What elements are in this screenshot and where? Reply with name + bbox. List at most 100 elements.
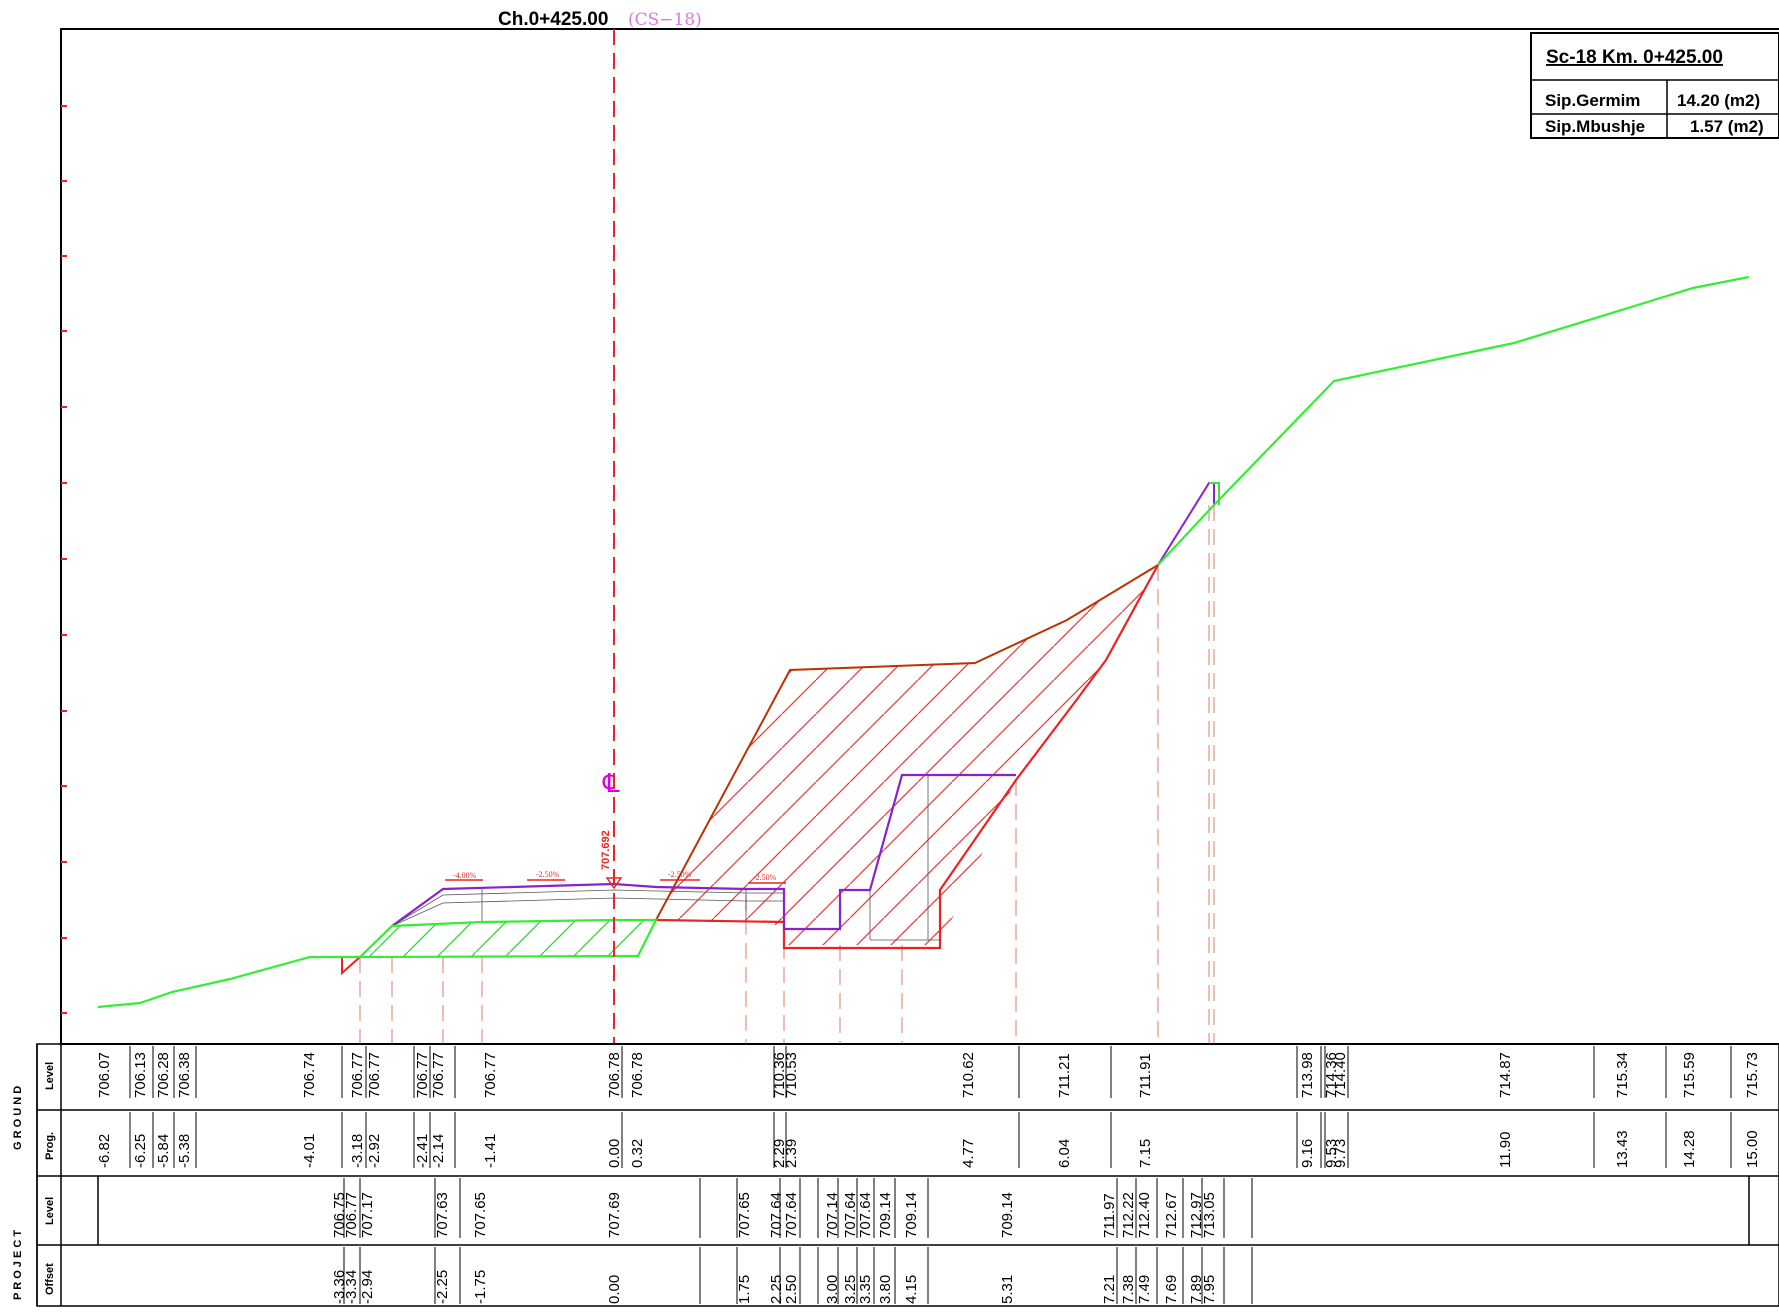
ground-prog-value: 2.29 bbox=[771, 1139, 788, 1168]
ground-prog-value: 9.53 bbox=[1323, 1139, 1340, 1168]
summary-row-value: 14.20 (m2) bbox=[1677, 91, 1760, 110]
project-offset-value: 2.50 bbox=[783, 1275, 800, 1304]
ground-level-value: 706.77 bbox=[349, 1052, 366, 1098]
centerline-symbol: ℄ bbox=[602, 769, 620, 799]
band-title-ground: G R O U N D bbox=[12, 1086, 24, 1150]
project-level-value: 712.97 bbox=[1188, 1192, 1205, 1238]
ground-prog-value: -3.18 bbox=[349, 1134, 366, 1168]
ground-prog-value: 14.28 bbox=[1681, 1130, 1698, 1168]
project-offset-value: 3.80 bbox=[877, 1275, 894, 1304]
summary-row-value: 1.57 (m2) bbox=[1690, 117, 1764, 136]
band-row-prog: Prog. bbox=[44, 1132, 56, 1160]
design-profile-right bbox=[1157, 482, 1215, 566]
ground-line-spike bbox=[1209, 482, 1220, 505]
ground-prog-value: 2.39 bbox=[783, 1139, 800, 1168]
existing-slope-line bbox=[655, 564, 1159, 921]
project-level-value: 709.14 bbox=[999, 1192, 1016, 1238]
band-grid bbox=[36, 1043, 1779, 1307]
ground-level-value: 714.36 bbox=[1323, 1052, 1340, 1098]
ground-prog-value: -2.14 bbox=[430, 1134, 447, 1168]
ground-prog-value: -2.92 bbox=[366, 1134, 383, 1168]
ground-prog-value: 0.32 bbox=[629, 1139, 646, 1168]
project-level-value: 712.67 bbox=[1163, 1192, 1180, 1238]
project-offset-values: -3.36-3.34 -2.94 -2.25 -1.75 0.00 1.75 2.252.5… bbox=[331, 1247, 1253, 1304]
ground-prog-value: -2.41 bbox=[414, 1134, 431, 1168]
ground-level-value: 714.87 bbox=[1497, 1052, 1514, 1098]
slope-label: -2.50% bbox=[668, 870, 692, 879]
ground-level-value: 706.74 bbox=[301, 1052, 318, 1098]
project-offset-value: 7.95 bbox=[1201, 1275, 1218, 1304]
excavation-area bbox=[656, 565, 1158, 945]
slope-markers: -4.00% -2.50% -2.50% -2.50% bbox=[445, 870, 786, 884]
project-level-value: 707.64 bbox=[857, 1192, 874, 1238]
project-offset-value: 7.89 bbox=[1188, 1275, 1205, 1304]
project-offset-value: 7.38 bbox=[1120, 1275, 1137, 1304]
ground-level-value: 711.21 bbox=[1056, 1053, 1073, 1098]
ground-level-value: 706.28 bbox=[155, 1052, 172, 1098]
ground-prog-value: -1.41 bbox=[482, 1134, 499, 1168]
fill-area bbox=[360, 920, 656, 957]
ground-level-value: 715.59 bbox=[1681, 1052, 1698, 1098]
ground-level-value: 710.53 bbox=[783, 1052, 800, 1098]
project-level-value: 711.97 bbox=[1101, 1193, 1118, 1238]
project-offset-value: -2.25 bbox=[434, 1270, 451, 1304]
ground-level-value: 706.38 bbox=[176, 1052, 193, 1098]
project-offset-value: -3.36 bbox=[331, 1270, 348, 1304]
ground-line bbox=[97, 918, 658, 1009]
ground-level-value: 715.34 bbox=[1614, 1052, 1631, 1098]
ground-prog-value: 9.73 bbox=[1332, 1139, 1349, 1168]
ground-level-value: 706.77 bbox=[430, 1052, 447, 1098]
slope-label: -2.50% bbox=[536, 870, 560, 879]
ground-prog-value: 15.00 bbox=[1744, 1130, 1761, 1168]
excavation-wedge bbox=[341, 956, 363, 976]
summary-table: Sc-18 Km. 0+425.00 Sip.Germim 14.20 (m2)… bbox=[1530, 32, 1779, 139]
chainage-label: Ch.0+425.00 bbox=[498, 9, 608, 30]
band-title-project: P R O J E C T bbox=[12, 1230, 24, 1300]
project-level-value: 713.05 bbox=[1201, 1192, 1218, 1238]
section-ref-label: (CS−18) bbox=[628, 10, 702, 30]
ground-prog-value: 11.90 bbox=[1497, 1132, 1514, 1168]
band-row-offset: Offset bbox=[44, 1263, 56, 1295]
project-offset-value: 1.75 bbox=[736, 1275, 753, 1304]
slope-label: -2.50% bbox=[753, 873, 777, 882]
project-offset-value: 2.25 bbox=[768, 1275, 785, 1304]
project-level-value: 707.69 bbox=[606, 1192, 623, 1238]
summary-title: Sc-18 Km. 0+425.00 bbox=[1546, 47, 1723, 68]
ground-prog-value: -5.38 bbox=[176, 1134, 193, 1168]
ground-level-values: 706.07 706.13 706.28 706.38 706.74 706.77 706.… bbox=[96, 1046, 1761, 1098]
project-level-value: 707.64 bbox=[842, 1192, 859, 1238]
ground-prog-value: -4.01 bbox=[301, 1134, 318, 1168]
ground-level-value: 706.77 bbox=[414, 1052, 431, 1098]
band-row-level: Level bbox=[44, 1197, 56, 1225]
project-level-value: 712.40 bbox=[1136, 1192, 1153, 1238]
project-offset-value: -3.34 bbox=[343, 1270, 360, 1304]
project-level-value: 707.65 bbox=[736, 1192, 753, 1238]
project-level-value: 707.64 bbox=[768, 1192, 785, 1238]
station-guides bbox=[359, 505, 1215, 1044]
project-level-value: 712.22 bbox=[1120, 1192, 1137, 1238]
summary-row-label: Sip.Germim bbox=[1545, 91, 1640, 110]
ground-level-value: 706.78 bbox=[629, 1052, 646, 1098]
ground-prog-value: -5.84 bbox=[155, 1134, 172, 1168]
excavation-line bbox=[655, 564, 1159, 950]
project-level-value: 707.63 bbox=[434, 1192, 451, 1238]
project-level-value: 707.17 bbox=[359, 1192, 376, 1238]
ground-prog-value: 4.77 bbox=[960, 1139, 977, 1168]
centerline-arrow bbox=[605, 877, 623, 890]
ground-level-value: 706.07 bbox=[96, 1052, 113, 1098]
ground-level-value: 715.73 bbox=[1744, 1052, 1761, 1098]
ground-prog-value: 13.43 bbox=[1614, 1130, 1631, 1168]
project-level-value: 707.64 bbox=[783, 1192, 800, 1238]
ground-prog-value: 6.04 bbox=[1056, 1139, 1073, 1168]
project-offset-value: 7.21 bbox=[1101, 1275, 1118, 1304]
project-offset-value: 0.00 bbox=[606, 1275, 623, 1304]
ground-prog-value: -6.25 bbox=[132, 1134, 149, 1168]
project-offset-value: 7.49 bbox=[1136, 1275, 1153, 1304]
project-offset-value: 3.35 bbox=[857, 1275, 874, 1304]
slope-label: -4.00% bbox=[453, 871, 477, 880]
project-offset-value: -2.94 bbox=[359, 1270, 376, 1304]
project-offset-value: 4.15 bbox=[903, 1275, 920, 1304]
ground-prog-value: 7.15 bbox=[1137, 1139, 1154, 1168]
